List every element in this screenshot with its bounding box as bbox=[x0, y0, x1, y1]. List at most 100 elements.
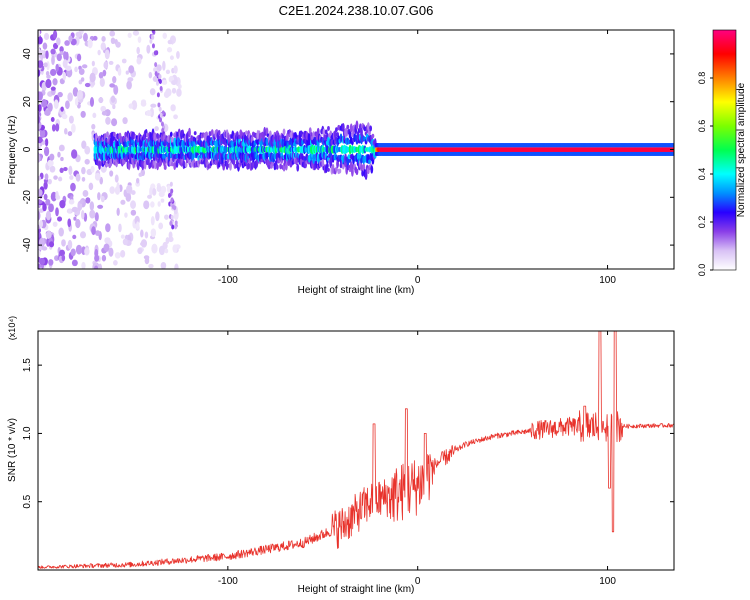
colorbar-bar bbox=[712, 29, 737, 271]
spectrogram-band-cell bbox=[323, 134, 327, 141]
spectrogram-noise-cell bbox=[146, 44, 151, 54]
spectrogram-noise-cell bbox=[165, 88, 172, 97]
spectrogram-x-tick-label: -100 bbox=[218, 275, 238, 286]
spectrogram-band-cell bbox=[327, 167, 330, 172]
spectrogram-streak-cell bbox=[161, 110, 165, 116]
spectrogram-band-cell bbox=[247, 162, 251, 170]
spectrogram-streak-cell bbox=[151, 34, 155, 40]
spectrogram-noise-cell bbox=[176, 88, 182, 97]
spectrogram-noise-cell bbox=[87, 38, 93, 49]
spectrogram-y-tick-label: -40 bbox=[22, 237, 33, 252]
spectrogram-y-tick-label: 0 bbox=[22, 146, 33, 152]
spectrogram-noise-cell bbox=[43, 62, 48, 68]
spectrogram-noise-cell bbox=[164, 248, 169, 254]
spectrogram-noise-cell bbox=[146, 109, 152, 117]
spectrogram-noise-cell bbox=[177, 84, 182, 89]
spectrogram-x-label: Height of straight line (km) bbox=[298, 285, 415, 296]
spectrogram-noise-cell bbox=[68, 165, 73, 176]
spectrogram-noise-cell bbox=[55, 191, 59, 199]
spectrogram-noise-cell bbox=[91, 123, 96, 130]
spectrogram-noise-cell bbox=[140, 100, 147, 107]
spectrogram-noise-cell bbox=[151, 243, 158, 254]
spectrogram-noise-cell bbox=[56, 53, 62, 62]
spectrogram-noise-cell bbox=[155, 211, 160, 222]
spectrogram-noise-cell bbox=[99, 176, 104, 185]
spectrogram-noise-cell bbox=[51, 55, 55, 66]
spectrogram-noise-cell bbox=[116, 182, 120, 192]
colorbar: 0.0 0.2 0.4 0.6 0.8 Normalized spectral ampl… bbox=[697, 29, 747, 277]
spectrogram-band-cell bbox=[156, 160, 160, 171]
spectrogram-band-cell bbox=[124, 131, 128, 138]
spectrogram-band-cell bbox=[333, 129, 337, 139]
spectrogram-noise-cell bbox=[62, 71, 67, 81]
spectrogram-noise-cell bbox=[67, 208, 72, 214]
spectrogram-noise-cell bbox=[110, 95, 116, 103]
spectrogram-y-tick-label: -20 bbox=[22, 190, 33, 205]
spectrogram-noise-cell bbox=[59, 249, 66, 257]
spectrogram-streak-cell bbox=[170, 197, 174, 203]
spectrogram-noise-cell bbox=[109, 170, 114, 177]
spectrogram-noise-cell bbox=[166, 185, 171, 193]
spectrogram-band-cell bbox=[267, 164, 271, 170]
spectrogram-noise-cell bbox=[57, 151, 61, 158]
spectrogram-noise-cell bbox=[85, 197, 91, 204]
spectrogram-noise-cell bbox=[81, 166, 86, 175]
colorbar-tick-label: 0.0 bbox=[697, 264, 707, 277]
spectrogram-band-cell bbox=[153, 161, 157, 170]
spectrogram-noise-cell bbox=[47, 178, 52, 185]
spectrogram-band-cell bbox=[193, 131, 197, 136]
spectrogram-noise-cell bbox=[154, 126, 159, 132]
spectrogram-noise-cell bbox=[69, 175, 74, 180]
spectrogram-noise-cell bbox=[108, 60, 114, 65]
spectrogram-noise-cell bbox=[94, 172, 101, 181]
snr-frame bbox=[37, 330, 675, 571]
spectrogram-noise-cell bbox=[112, 76, 117, 84]
spectrogram-noise-cell bbox=[110, 37, 116, 45]
spectrogram-noise-cell bbox=[38, 36, 43, 45]
spectrogram-band-cell bbox=[347, 154, 351, 159]
colorbar-tick-label: 0.2 bbox=[697, 216, 707, 229]
spectrogram-band-cell bbox=[262, 134, 265, 143]
spectrogram-noise-cell bbox=[131, 100, 138, 111]
spectrogram-streak-cell bbox=[169, 181, 173, 187]
spectrogram-band-cell bbox=[229, 161, 232, 171]
spectrogram-band-cell bbox=[217, 129, 221, 136]
spectrogram-noise-cell bbox=[92, 35, 98, 41]
spectrogram-marks bbox=[38, 30, 674, 269]
colorbar-ticks: 0.0 0.2 0.4 0.6 0.8 bbox=[697, 72, 713, 277]
spectrogram-noise-cell bbox=[45, 78, 52, 89]
spectrogram-noise-cell bbox=[44, 138, 49, 147]
spectrogram-band-cell bbox=[112, 131, 116, 137]
spectrogram-noise-cell bbox=[72, 234, 77, 240]
spectrogram-noise-cell bbox=[52, 30, 58, 40]
spectrogram-streak-cell bbox=[154, 62, 158, 68]
spectrogram-noise-cell bbox=[113, 260, 118, 266]
spectrogram-noise-cell bbox=[70, 182, 76, 192]
spectrogram-band-cell bbox=[145, 132, 149, 138]
spectrogram-noise-cell bbox=[59, 199, 66, 209]
spectrogram-noise-cell bbox=[48, 259, 54, 266]
spectrogram-noise-cell bbox=[150, 228, 157, 238]
spectrogram-noise-cell bbox=[150, 216, 155, 226]
spectrogram-streak-cell bbox=[153, 50, 157, 56]
spectrogram-noise-cell bbox=[149, 186, 153, 197]
spectrogram-noise-cell bbox=[171, 87, 177, 94]
spectrogram-noise-cell bbox=[38, 210, 41, 221]
spectrogram-noise-cell bbox=[157, 201, 161, 207]
spectrogram-band-cell bbox=[281, 134, 285, 139]
spectrogram-noise-cell bbox=[91, 60, 95, 67]
spectrogram-noise-cell bbox=[156, 184, 162, 193]
spectrogram-noise-cell bbox=[148, 263, 154, 269]
spectrogram-band-cell bbox=[356, 130, 360, 140]
colorbar-tick-label: 0.6 bbox=[697, 120, 707, 133]
spectrogram-noise-cell bbox=[172, 244, 178, 253]
spectrogram-streak-cell bbox=[158, 74, 162, 80]
spectrogram-noise-cell bbox=[147, 194, 152, 199]
colorbar-label: Normalized spectral amplitude bbox=[736, 82, 747, 217]
spectrogram-noise-cell bbox=[143, 200, 150, 210]
spectrogram-band-cell bbox=[321, 158, 325, 168]
spectrogram-noise-cell bbox=[61, 113, 68, 120]
spectrogram-noise-cell bbox=[88, 182, 94, 191]
spectrogram-noise-cell bbox=[89, 209, 96, 219]
spectrogram-noise-cell bbox=[127, 77, 134, 82]
